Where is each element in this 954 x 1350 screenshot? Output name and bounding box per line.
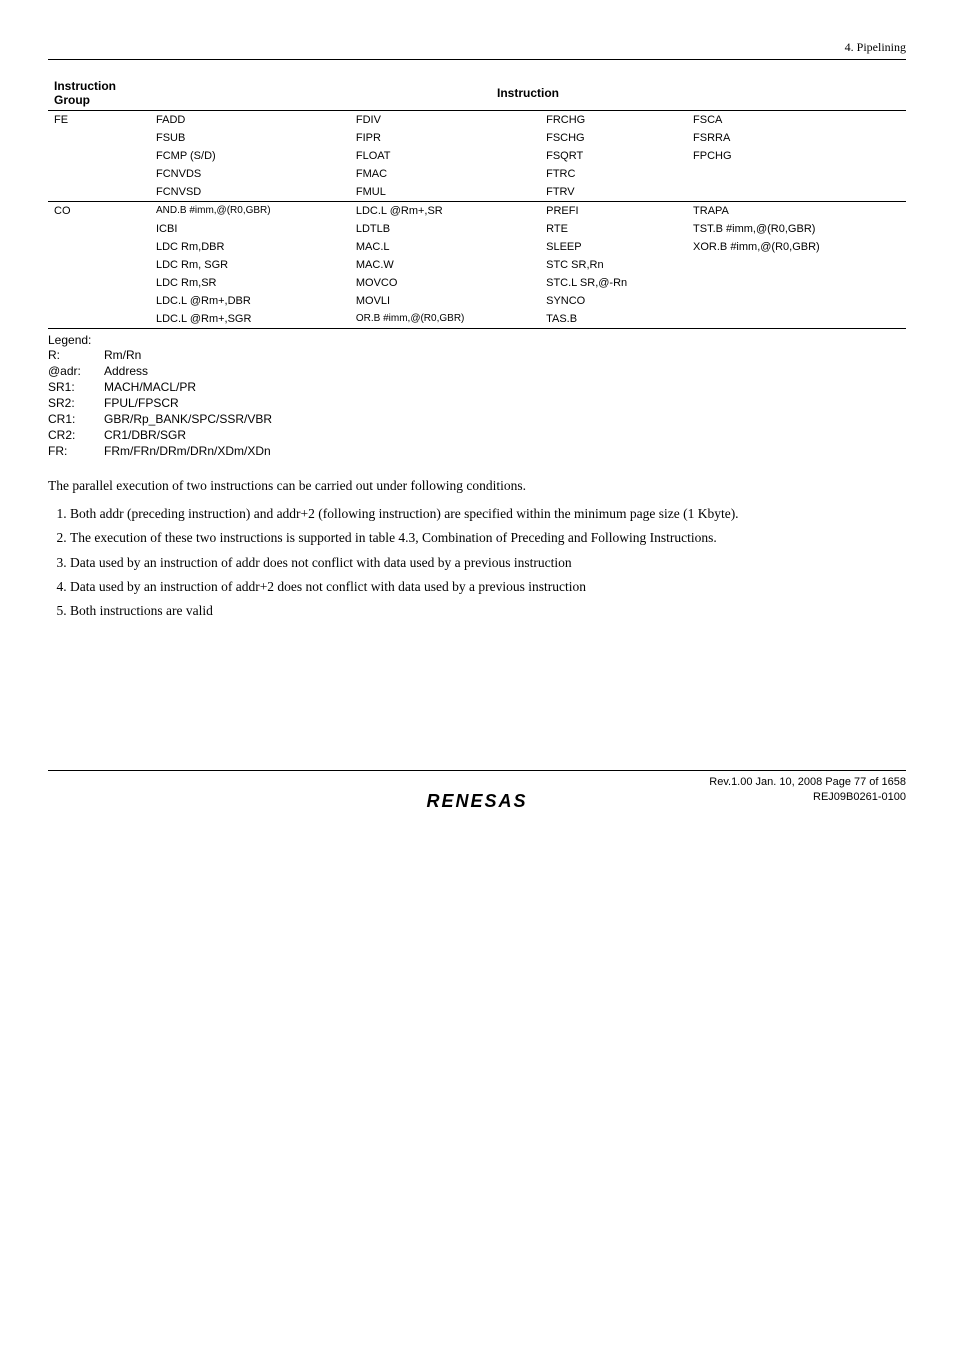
group-cell: FE xyxy=(48,111,150,130)
legend-key: @adr: xyxy=(48,363,104,379)
instr-cell: ICBI xyxy=(150,220,350,238)
instr-cell: TAS.B xyxy=(540,310,687,329)
instr-cell: FTRC xyxy=(540,165,687,183)
instr-cell: FLOAT xyxy=(350,147,540,165)
instr-cell: PREFI xyxy=(540,202,687,221)
footer-rev: Rev.1.00 Jan. 10, 2008 Page 77 of 1658 xyxy=(709,775,906,789)
group-cell xyxy=(48,256,150,274)
instr-cell: RTE xyxy=(540,220,687,238)
col-header-instruction: Instruction xyxy=(150,76,906,111)
renesas-logo: RENESAS xyxy=(426,791,527,812)
instr-cell: MOVLI xyxy=(350,292,540,310)
condition-item: Data used by an instruction of addr does… xyxy=(70,554,906,572)
body-paragraph: The parallel execution of two instructio… xyxy=(48,477,906,495)
group-cell: CO xyxy=(48,202,150,221)
col-header-group: Instruction Group xyxy=(48,76,150,111)
instr-cell xyxy=(687,256,906,274)
conditions-list: Both addr (preceding instruction) and ad… xyxy=(48,505,906,620)
instr-cell: AND.B #imm,@(R0,GBR) xyxy=(150,202,350,221)
instr-cell: FSCHG xyxy=(540,129,687,147)
instr-cell xyxy=(687,165,906,183)
legend-block: Legend: R:Rm/Rn@adr:AddressSR1:MACH/MACL… xyxy=(48,333,906,459)
instr-cell: FMAC xyxy=(350,165,540,183)
footer-code: REJ09B0261-0100 xyxy=(709,790,906,804)
page-header: 4. Pipelining xyxy=(48,40,906,55)
instr-cell: STC SR,Rn xyxy=(540,256,687,274)
group-cell xyxy=(48,183,150,202)
instr-cell: MAC.W xyxy=(350,256,540,274)
instr-cell: LDC Rm,SR xyxy=(150,274,350,292)
group-cell xyxy=(48,274,150,292)
legend-value: MACH/MACL/PR xyxy=(104,379,280,395)
legend-key: R: xyxy=(48,347,104,363)
instr-cell: LDC Rm,DBR xyxy=(150,238,350,256)
group-cell xyxy=(48,292,150,310)
legend-value: CR1/DBR/SGR xyxy=(104,427,280,443)
instr-cell: XOR.B #imm,@(R0,GBR) xyxy=(687,238,906,256)
instr-cell: MAC.L xyxy=(350,238,540,256)
instr-cell: FCNVDS xyxy=(150,165,350,183)
group-cell xyxy=(48,310,150,329)
instr-cell: LDC.L @Rm+,SR xyxy=(350,202,540,221)
instr-cell: FMUL xyxy=(350,183,540,202)
group-cell xyxy=(48,220,150,238)
instr-cell: FCNVSD xyxy=(150,183,350,202)
group-cell xyxy=(48,147,150,165)
instr-cell: STC.L SR,@-Rn xyxy=(540,274,687,292)
instr-cell: FSCA xyxy=(687,111,906,130)
instr-cell: LDC.L @Rm+,DBR xyxy=(150,292,350,310)
instr-cell: LDC Rm, SGR xyxy=(150,256,350,274)
group-cell xyxy=(48,129,150,147)
instr-cell: FSRRA xyxy=(687,129,906,147)
instr-cell: FCMP (S/D) xyxy=(150,147,350,165)
legend-value: FRm/FRn/DRm/DRn/XDm/XDn xyxy=(104,443,280,459)
legend-value: FPUL/FPSCR xyxy=(104,395,280,411)
instruction-table: Instruction Group Instruction FEFADDFDIV… xyxy=(48,76,906,329)
legend-key: CR1: xyxy=(48,411,104,427)
instr-cell xyxy=(687,292,906,310)
instr-cell: FDIV xyxy=(350,111,540,130)
legend-key: CR2: xyxy=(48,427,104,443)
instr-cell: FPCHG xyxy=(687,147,906,165)
instr-cell: TRAPA xyxy=(687,202,906,221)
legend-title: Legend: xyxy=(48,333,906,347)
condition-item: Data used by an instruction of addr+2 do… xyxy=(70,578,906,596)
instr-cell: FIPR xyxy=(350,129,540,147)
legend-key: SR2: xyxy=(48,395,104,411)
instr-cell: FRCHG xyxy=(540,111,687,130)
instr-cell xyxy=(687,310,906,329)
instr-cell: SYNCO xyxy=(540,292,687,310)
instr-cell: FSUB xyxy=(150,129,350,147)
header-rule xyxy=(48,59,906,60)
instr-cell xyxy=(687,183,906,202)
condition-item: Both instructions are valid xyxy=(70,602,906,620)
instr-cell: SLEEP xyxy=(540,238,687,256)
instr-cell: OR.B #imm,@(R0,GBR) xyxy=(350,310,540,329)
condition-item: The execution of these two instructions … xyxy=(70,529,906,547)
instr-cell: FSQRT xyxy=(540,147,687,165)
instr-cell: TST.B #imm,@(R0,GBR) xyxy=(687,220,906,238)
instr-cell: LDTLB xyxy=(350,220,540,238)
instr-cell: FADD xyxy=(150,111,350,130)
instr-cell: MOVCO xyxy=(350,274,540,292)
legend-key: SR1: xyxy=(48,379,104,395)
legend-value: Address xyxy=(104,363,280,379)
group-cell xyxy=(48,238,150,256)
legend-value: Rm/Rn xyxy=(104,347,280,363)
legend-value: GBR/Rp_BANK/SPC/SSR/VBR xyxy=(104,411,280,427)
legend-table: R:Rm/Rn@adr:AddressSR1:MACH/MACL/PRSR2:F… xyxy=(48,347,280,459)
legend-key: FR: xyxy=(48,443,104,459)
instr-cell: FTRV xyxy=(540,183,687,202)
page-footer: Rev.1.00 Jan. 10, 2008 Page 77 of 1658 R… xyxy=(48,770,906,825)
condition-item: Both addr (preceding instruction) and ad… xyxy=(70,505,906,523)
instr-cell: LDC.L @Rm+,SGR xyxy=(150,310,350,329)
group-cell xyxy=(48,165,150,183)
instr-cell xyxy=(687,274,906,292)
